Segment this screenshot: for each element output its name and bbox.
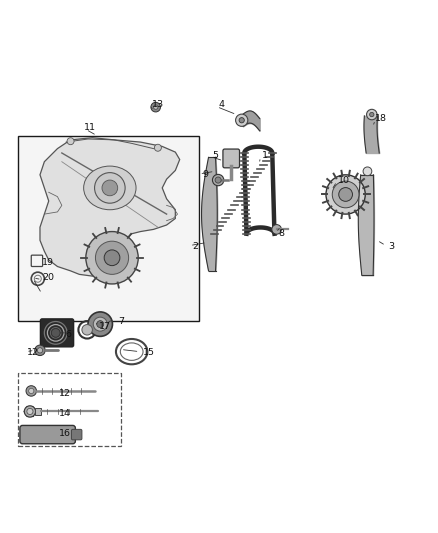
Circle shape — [212, 174, 224, 185]
Circle shape — [28, 389, 34, 393]
Bar — [18, 374, 121, 446]
Circle shape — [367, 109, 377, 120]
Circle shape — [27, 408, 33, 415]
FancyBboxPatch shape — [71, 430, 82, 440]
Circle shape — [153, 105, 158, 109]
Text: 11: 11 — [84, 123, 96, 132]
Text: 8: 8 — [278, 229, 284, 238]
FancyBboxPatch shape — [223, 149, 240, 168]
Circle shape — [88, 312, 113, 336]
Circle shape — [332, 181, 359, 208]
Text: 14: 14 — [59, 409, 71, 418]
Circle shape — [215, 177, 221, 183]
Circle shape — [97, 321, 104, 328]
Circle shape — [35, 345, 45, 356]
Circle shape — [82, 325, 92, 335]
Text: 20: 20 — [42, 273, 54, 282]
Ellipse shape — [84, 166, 136, 210]
Text: 9: 9 — [202, 171, 208, 179]
Circle shape — [326, 175, 365, 214]
Circle shape — [67, 138, 74, 144]
Text: 17: 17 — [99, 322, 111, 331]
Text: 18: 18 — [374, 114, 387, 123]
FancyBboxPatch shape — [40, 319, 74, 347]
Circle shape — [339, 188, 353, 201]
Text: 2: 2 — [192, 243, 198, 252]
Circle shape — [239, 118, 244, 123]
Text: 15: 15 — [143, 349, 155, 358]
Text: 16: 16 — [59, 429, 71, 438]
Circle shape — [102, 180, 118, 196]
Text: 19: 19 — [42, 257, 54, 266]
Text: 1: 1 — [262, 151, 268, 160]
Circle shape — [370, 112, 374, 117]
FancyBboxPatch shape — [20, 425, 75, 444]
Circle shape — [236, 114, 248, 126]
Circle shape — [93, 317, 107, 331]
Text: 12: 12 — [59, 390, 71, 399]
Text: 13: 13 — [152, 100, 164, 109]
Circle shape — [51, 328, 60, 337]
Circle shape — [104, 250, 120, 265]
Circle shape — [151, 102, 160, 112]
Circle shape — [272, 224, 282, 234]
Polygon shape — [40, 138, 180, 276]
Circle shape — [95, 241, 129, 274]
Text: 5: 5 — [212, 151, 219, 160]
Circle shape — [37, 348, 42, 353]
Circle shape — [24, 406, 35, 417]
Circle shape — [26, 386, 36, 396]
FancyBboxPatch shape — [35, 408, 41, 415]
Text: 7: 7 — [118, 317, 124, 326]
Circle shape — [86, 231, 138, 284]
Text: 3: 3 — [389, 243, 395, 252]
Text: 12: 12 — [27, 349, 39, 358]
Bar — [18, 135, 199, 321]
Circle shape — [154, 144, 161, 151]
Text: 4: 4 — [218, 100, 224, 109]
Text: 10: 10 — [337, 175, 350, 184]
Circle shape — [363, 167, 372, 176]
Circle shape — [95, 173, 125, 203]
Text: 6: 6 — [65, 330, 71, 338]
